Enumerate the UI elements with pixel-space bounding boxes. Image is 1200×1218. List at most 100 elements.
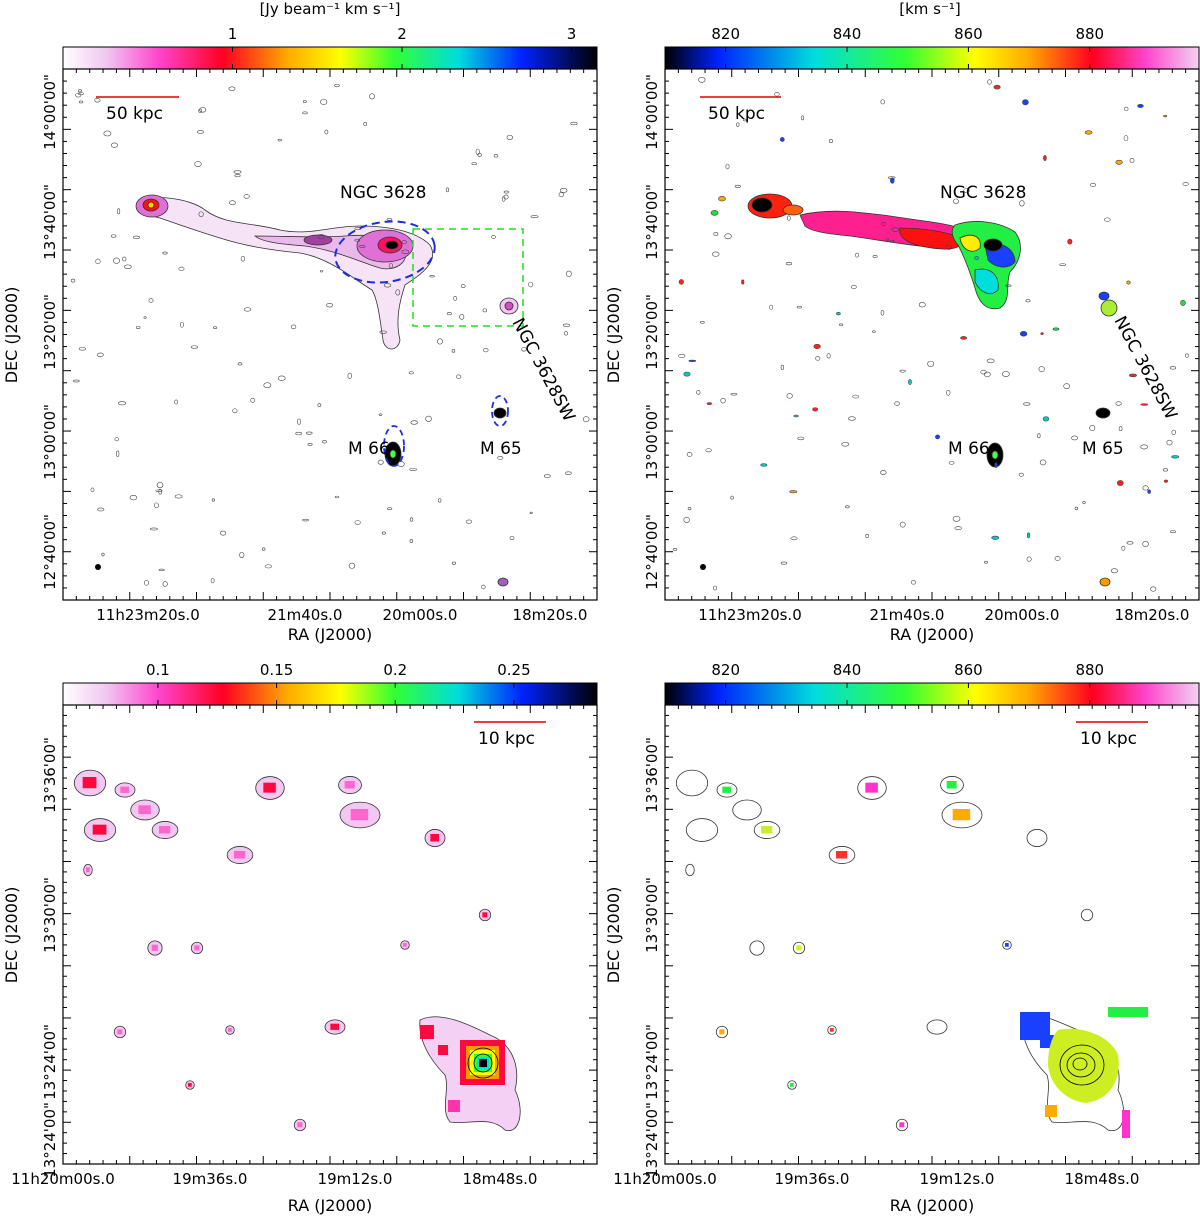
ngc3628-ellipse — [334, 220, 436, 284]
y-tick-label: 13°00'00" — [41, 404, 59, 480]
noise-contour — [129, 494, 138, 501]
colorbar-tick-label: 880 — [1075, 25, 1104, 43]
noise-contour — [826, 353, 831, 359]
noise-contour — [1115, 159, 1123, 165]
noise-contour — [559, 188, 568, 193]
noise-contour — [378, 413, 383, 416]
noise-contour — [1147, 489, 1151, 494]
noise-contour — [1084, 130, 1093, 135]
noise-contour — [148, 298, 154, 303]
noise-contour — [562, 406, 566, 412]
y-tick-labels: 13°24'00" 13°24'00" 13°30'00" 13°36'00" — [643, 737, 661, 1178]
noise-contour — [437, 498, 442, 503]
noise-contour — [219, 530, 227, 536]
noise-contour — [124, 264, 132, 270]
sw-blue-region — [1020, 1012, 1062, 1048]
noise-contour — [813, 343, 821, 349]
clump-peak — [330, 1023, 340, 1030]
noise-contour — [121, 256, 127, 262]
noise-contour — [1022, 99, 1029, 106]
noise-contour — [305, 431, 313, 435]
clump-velocity — [952, 809, 971, 821]
y-axis-label: DEC (J2000) — [2, 887, 21, 984]
x-axis-label: RA (J2000) — [890, 1196, 974, 1215]
m65-ellipse — [491, 395, 509, 427]
noise-contour — [1054, 556, 1061, 561]
y-tick-label: 13°36'00" — [643, 737, 661, 813]
noise-contour — [986, 358, 995, 364]
noise-contour — [143, 316, 147, 319]
noise-contour — [563, 331, 569, 336]
noise-contour — [865, 533, 870, 539]
y-tick-label: 13°24'00" — [643, 1024, 661, 1100]
noise-contour — [101, 552, 105, 557]
noise-contour — [672, 547, 678, 552]
noise-contour — [983, 371, 991, 378]
colorbar-tick-label: 840 — [833, 25, 862, 43]
noise-contour — [705, 448, 712, 453]
noise-contour — [232, 408, 238, 413]
noise-contour — [1163, 114, 1168, 118]
noise-contour — [712, 251, 720, 257]
noise-contour — [174, 399, 179, 405]
sw-contour-3 — [1072, 1057, 1088, 1071]
colorbar — [62, 682, 598, 706]
clump-velocity — [836, 851, 848, 859]
noise-contour — [229, 200, 236, 206]
x-tick-label: 11h23m20s.0 — [698, 606, 802, 624]
noise-contour — [910, 580, 917, 585]
clump-peak — [297, 1122, 303, 1128]
noise-contour — [178, 266, 185, 271]
plume-red — [899, 227, 966, 250]
noise-contour — [725, 163, 730, 170]
noise-contour — [456, 374, 462, 379]
y-tick-label: 13°24'00" — [643, 1102, 661, 1178]
noise-contour — [789, 490, 798, 494]
noise-contour — [354, 520, 361, 525]
sw-knot-3 — [448, 1100, 460, 1112]
noise-contour — [993, 84, 1001, 90]
clump-contour — [895, 1118, 909, 1132]
clump-contour — [941, 801, 983, 829]
noise-contour — [528, 281, 534, 288]
x-axis-label: RA (J2000) — [890, 625, 974, 644]
noise-contour — [429, 275, 435, 278]
colorbar-title: [Jy beam⁻¹ km s⁻¹] — [260, 0, 401, 18]
noise-contour — [1019, 330, 1028, 337]
panel-velocity-wide: [km s⁻¹] 820 840 860 880 50 kpc NGC 3628 — [604, 0, 1200, 644]
noise-contour — [133, 235, 140, 239]
noise-contour — [234, 174, 241, 178]
noise-contour — [720, 397, 726, 404]
noise-contour — [1023, 402, 1031, 406]
south-blob — [497, 577, 509, 587]
noise-contour — [395, 289, 401, 296]
noise-contour — [149, 527, 158, 531]
noise-contour — [880, 470, 887, 475]
noise-contour — [1074, 506, 1079, 511]
noise-contour — [198, 211, 204, 218]
noise-contour — [482, 308, 487, 313]
noise-contour — [190, 345, 198, 349]
noise-contour — [240, 255, 246, 262]
noise-contour — [530, 215, 539, 218]
noise-contour — [197, 130, 204, 134]
noise-contour — [710, 210, 719, 216]
clump-peak — [188, 1083, 192, 1087]
clump-contour — [685, 863, 695, 877]
noise-contour — [851, 284, 857, 290]
noise-contour — [1025, 299, 1031, 303]
x-tick-label: 19m12s.0 — [920, 1170, 995, 1188]
noise-contour — [848, 416, 856, 421]
noise-contour — [213, 326, 218, 329]
x-tick-label: 18m48s.0 — [1065, 1170, 1140, 1188]
noise-contour — [1082, 500, 1086, 505]
noise-contour — [497, 455, 504, 460]
m66-inner — [991, 450, 999, 460]
noise-contour — [946, 389, 951, 396]
clump-peak — [138, 805, 151, 815]
noise-contour — [1019, 200, 1025, 207]
colorbar-ticks: 0.1 0.15 0.2 0.25 — [146, 661, 531, 705]
y-tick-label: 13°24'00" — [41, 1102, 59, 1178]
noise-contour — [683, 516, 690, 523]
noise-contour — [885, 238, 890, 241]
